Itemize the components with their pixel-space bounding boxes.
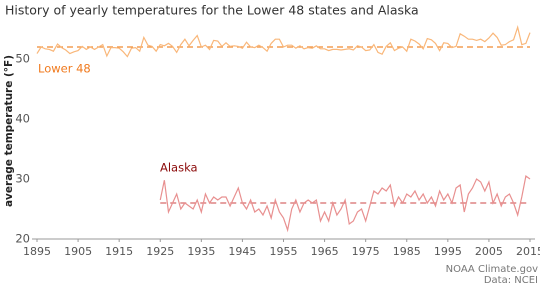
x-tick-label: 1965 [311, 245, 339, 258]
y-tick-label: 40 [15, 112, 30, 126]
y-tick-label: 20 [15, 232, 30, 246]
series-label: Alaska [160, 161, 198, 175]
series-label: Lower 48 [38, 62, 91, 76]
source: NOAA Climate.gov [446, 264, 538, 275]
x-tick-label: 1915 [105, 245, 133, 258]
x-tick-label: 1985 [393, 245, 421, 258]
y-axis-label: average temperature (°F) [3, 55, 15, 207]
chart-title: History of yearly temperatures for the L… [5, 3, 419, 18]
x-tick-label: 1955 [270, 245, 298, 258]
x-tick-label: 1905 [64, 245, 92, 258]
x-tick-label: 2005 [475, 245, 503, 258]
y-tick-label: 50 [15, 52, 30, 66]
series-line [159, 174, 531, 233]
source: Data: NCEI [484, 275, 538, 284]
x-tick-label: 1975 [352, 245, 380, 258]
series-line [36, 24, 531, 58]
x-tick-label: 2015 [516, 245, 540, 258]
x-tick-label: 1945 [228, 245, 256, 258]
x-tick-label: 1995 [434, 245, 462, 258]
x-tick-label: 1925 [146, 245, 174, 258]
x-tick-label: 1935 [187, 245, 215, 258]
x-tick-label: 1895 [23, 245, 51, 258]
y-tick-label: 30 [15, 172, 30, 186]
